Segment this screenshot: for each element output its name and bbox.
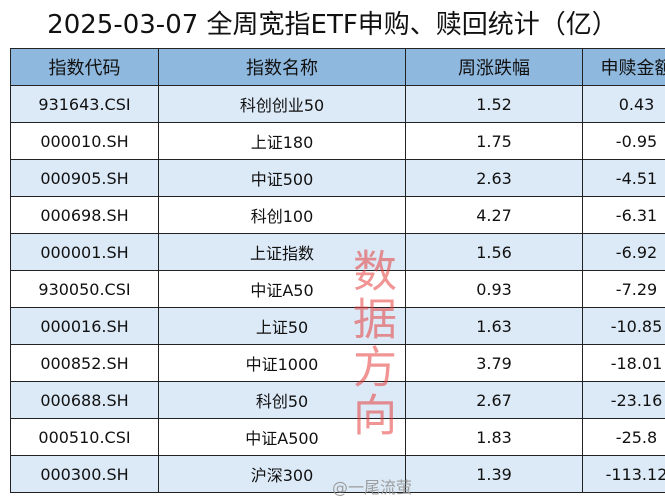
table-row: 930050.CSI 中证A50 0.93 -7.29 xyxy=(10,270,665,308)
net-flow: -23.16 xyxy=(582,381,665,419)
net-flow: 0.43 xyxy=(582,85,665,123)
index-name: 中证500 xyxy=(158,159,406,197)
header-change: 周涨跌幅 xyxy=(405,48,583,86)
weekly-change: 4.27 xyxy=(405,196,583,234)
table-row: 000510.CSI 中证A500 1.83 -25.8 xyxy=(10,418,665,456)
weekly-change: 2.63 xyxy=(405,159,583,197)
index-code: 000510.CSI xyxy=(10,418,159,456)
index-code: 000001.SH xyxy=(10,233,159,271)
header-row: 指数代码 指数名称 周涨跌幅 申赎金额 xyxy=(10,48,665,86)
index-name: 科创创业50 xyxy=(158,85,406,123)
weekly-change: 1.39 xyxy=(405,455,583,493)
index-code: 000852.SH xyxy=(10,344,159,382)
index-code: 000905.SH xyxy=(10,159,159,197)
etf-table: 指数代码 指数名称 周涨跌幅 申赎金额 931643.CSI科创创业501.52… xyxy=(10,48,665,493)
index-name: 中证A500 xyxy=(158,418,406,456)
index-code: 000016.SH xyxy=(10,307,159,345)
net-flow: -7.29 xyxy=(582,270,665,308)
index-name: 上证50 xyxy=(158,307,406,345)
header-code: 指数代码 xyxy=(10,48,159,86)
weekly-change: 2.67 xyxy=(405,381,583,419)
header-name: 指数名称 xyxy=(158,48,406,86)
net-flow: -6.92 xyxy=(582,233,665,271)
net-flow: -113.12 xyxy=(582,455,665,493)
table-row: 000852.SH 中证1000 3.79 -18.01 xyxy=(10,344,665,382)
index-code: 000010.SH xyxy=(10,122,159,160)
index-code: 930050.CSI xyxy=(10,270,159,308)
table-row: 931643.CSI 科创创业50 1.52 0.43 xyxy=(10,85,665,123)
weekly-change: 0.93 xyxy=(405,270,583,308)
table-body: 931643.CSI 科创创业50 1.52 0.43 000010.SH 上证180 1.… xyxy=(10,85,665,493)
weekly-change: 1.56 xyxy=(405,233,583,271)
index-name: 科创50 xyxy=(158,381,406,419)
weekly-change: 1.52 xyxy=(405,85,583,123)
net-flow: -0.95 xyxy=(582,122,665,160)
table-row: 000698.SH 科创100 4.27 -6.31 xyxy=(10,196,665,234)
weekly-change: 3.79 xyxy=(405,344,583,382)
table-row: 000905.SH 中证500 2.63 -4.51 xyxy=(10,159,665,197)
index-name: 中证A50 xyxy=(158,270,406,308)
weekly-change: 1.75 xyxy=(405,122,583,160)
table-row: 000016.SH 上证50 1.63 -10.85 xyxy=(10,307,665,345)
index-name: 中证1000 xyxy=(158,344,406,382)
index-code: 000688.SH xyxy=(10,381,159,419)
header-amount: 申赎金额 xyxy=(582,48,665,86)
weekly-change: 1.83 xyxy=(405,418,583,456)
net-flow: -4.51 xyxy=(582,159,665,197)
net-flow: -6.31 xyxy=(582,196,665,234)
index-code: 931643.CSI xyxy=(10,85,159,123)
table-row: 000010.SH 上证180 1.75 -0.95 xyxy=(10,122,665,160)
table-row: 000688.SH 科创50 2.67 -23.16 xyxy=(10,381,665,419)
index-name: 上证指数 xyxy=(158,233,406,271)
net-flow: -25.8 xyxy=(582,418,665,456)
index-code: 000698.SH xyxy=(10,196,159,234)
net-flow: -18.01 xyxy=(582,344,665,382)
weekly-change: 1.63 xyxy=(405,307,583,345)
table-row: 000300.SH 沪深300 1.39 -113.12 xyxy=(10,455,665,493)
index-name: 沪深300 xyxy=(158,455,406,493)
index-name: 科创100 xyxy=(158,196,406,234)
table-row: 000001.SH 上证指数 1.56 -6.92 xyxy=(10,233,665,271)
net-flow: -10.85 xyxy=(582,307,665,345)
index-code: 000300.SH xyxy=(10,455,159,493)
page-title: 2025-03-07 全周宽指ETF申购、赎回统计（亿） xyxy=(47,10,618,40)
index-name: 上证180 xyxy=(158,122,406,160)
